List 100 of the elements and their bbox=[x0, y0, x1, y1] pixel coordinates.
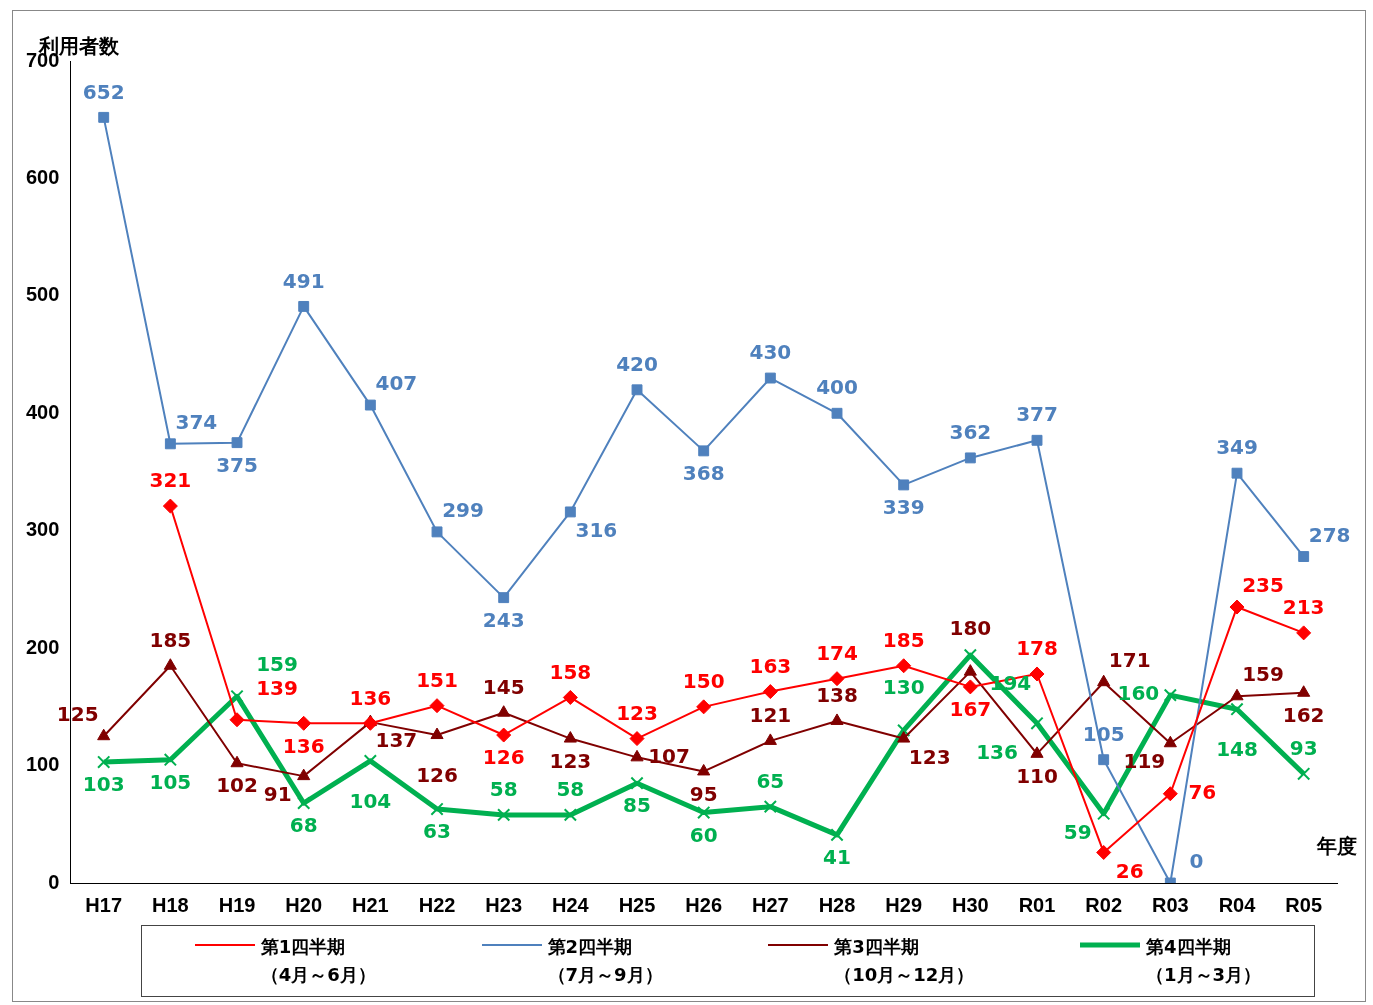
x-tick-label: H29 bbox=[885, 893, 923, 916]
data-label: 368 bbox=[682, 461, 725, 486]
x-tick-label: H28 bbox=[818, 893, 856, 916]
legend-label: 第1四半期（4月～6月） bbox=[260, 935, 376, 987]
data-label: 95 bbox=[689, 781, 718, 806]
y-tick-label: 100 bbox=[25, 753, 60, 776]
y-tick-label: 400 bbox=[25, 400, 60, 423]
data-label: 58 bbox=[556, 777, 585, 802]
x-tick-label: H17 bbox=[85, 893, 123, 916]
data-label: 213 bbox=[1282, 595, 1325, 620]
data-label: 0 bbox=[1189, 849, 1204, 874]
data-label: 167 bbox=[949, 697, 992, 722]
data-label: 158 bbox=[549, 659, 592, 684]
data-label: 377 bbox=[1016, 402, 1058, 427]
data-label: 362 bbox=[949, 420, 992, 445]
data-label: 420 bbox=[616, 352, 658, 376]
x-tick-label: H19 bbox=[218, 893, 256, 916]
x-tick-label: R03 bbox=[1151, 893, 1189, 916]
data-label: 339 bbox=[882, 495, 925, 520]
legend-label: 第2四半期（7月～9月） bbox=[547, 935, 663, 987]
x-tick-label: H24 bbox=[552, 893, 590, 916]
data-label: 137 bbox=[375, 728, 418, 753]
data-label: 235 bbox=[1242, 573, 1284, 598]
data-label: 126 bbox=[482, 745, 525, 770]
x-tick-label: H21 bbox=[352, 893, 389, 916]
x-tick-label: R02 bbox=[1085, 893, 1123, 916]
data-label: 162 bbox=[1282, 702, 1325, 727]
data-label: 107 bbox=[648, 743, 690, 768]
data-label: 652 bbox=[82, 79, 125, 104]
data-label: 63 bbox=[423, 819, 451, 844]
x-tick-label: H25 bbox=[618, 893, 656, 916]
x-tick-label: H22 bbox=[418, 893, 456, 916]
data-label: 171 bbox=[1108, 648, 1151, 673]
x-axis-title: 年度 bbox=[1317, 833, 1357, 860]
data-label: 136 bbox=[976, 739, 1018, 764]
x-tick-label: H18 bbox=[152, 893, 189, 916]
data-label: 126 bbox=[416, 763, 458, 788]
x-tick-label: H26 bbox=[685, 893, 723, 916]
y-tick-label: 200 bbox=[25, 635, 60, 658]
data-label: 68 bbox=[289, 813, 318, 838]
data-label: 136 bbox=[349, 685, 392, 710]
x-tick-label: H30 bbox=[951, 893, 989, 916]
data-label: 60 bbox=[689, 822, 718, 847]
y-tick-label: 500 bbox=[25, 283, 60, 306]
data-label: 139 bbox=[256, 675, 298, 700]
y-tick-label: 0 bbox=[48, 870, 60, 893]
data-label: 85 bbox=[623, 793, 651, 818]
x-tick-label: R05 bbox=[1285, 893, 1323, 916]
data-label: 174 bbox=[816, 640, 858, 665]
legend-label: 第3四半期（10月～12月） bbox=[834, 935, 975, 987]
data-label: 349 bbox=[1216, 435, 1258, 460]
data-label: 123 bbox=[549, 748, 592, 773]
legend-label: 第4四半期（1月～3月） bbox=[1146, 935, 1262, 987]
data-label: 110 bbox=[1016, 764, 1058, 789]
data-label: 400 bbox=[816, 375, 858, 400]
data-label: 316 bbox=[575, 518, 618, 543]
data-label: 59 bbox=[1063, 819, 1092, 844]
data-label: 185 bbox=[882, 627, 925, 652]
x-tick-label: H27 bbox=[752, 893, 789, 916]
data-label: 138 bbox=[816, 683, 858, 708]
data-label: 299 bbox=[442, 498, 484, 523]
data-label: 148 bbox=[1216, 737, 1258, 762]
data-label: 123 bbox=[908, 744, 951, 769]
data-label: 185 bbox=[149, 627, 192, 652]
x-tick-label: H20 bbox=[285, 893, 323, 916]
data-label: 136 bbox=[282, 733, 325, 758]
data-label: 491 bbox=[282, 268, 325, 293]
data-label: 375 bbox=[216, 452, 258, 477]
data-label: 180 bbox=[949, 615, 992, 640]
data-label: 130 bbox=[882, 674, 925, 699]
data-label: 93 bbox=[1289, 735, 1318, 760]
data-label: 178 bbox=[1016, 636, 1058, 661]
data-label: 160 bbox=[1117, 681, 1160, 706]
data-label: 163 bbox=[749, 653, 792, 678]
data-label: 102 bbox=[216, 773, 258, 798]
data-label: 105 bbox=[149, 769, 192, 794]
x-tick-label: R01 bbox=[1018, 893, 1056, 916]
data-label: 123 bbox=[616, 700, 658, 725]
data-label: 159 bbox=[1242, 662, 1284, 687]
y-tick-label: 600 bbox=[25, 165, 60, 188]
data-label: 121 bbox=[749, 703, 792, 728]
data-label: 91 bbox=[263, 782, 292, 807]
data-label: 145 bbox=[482, 674, 525, 699]
data-label: 430 bbox=[749, 340, 792, 365]
y-tick-label: 300 bbox=[25, 518, 60, 541]
data-label: 104 bbox=[349, 789, 392, 814]
data-label: 65 bbox=[756, 768, 785, 793]
data-label: 26 bbox=[1115, 858, 1144, 883]
data-label: 374 bbox=[175, 410, 218, 435]
data-label: 150 bbox=[682, 669, 725, 694]
data-label: 243 bbox=[482, 607, 525, 632]
x-tick-label: H23 bbox=[485, 893, 523, 916]
data-label: 58 bbox=[489, 777, 518, 802]
data-label: 76 bbox=[1188, 779, 1217, 804]
x-tick-label: R04 bbox=[1218, 893, 1257, 916]
data-label: 321 bbox=[149, 468, 192, 493]
data-label: 159 bbox=[256, 652, 298, 677]
data-label: 151 bbox=[416, 667, 458, 692]
data-label: 407 bbox=[375, 371, 418, 396]
data-label: 103 bbox=[82, 772, 125, 797]
